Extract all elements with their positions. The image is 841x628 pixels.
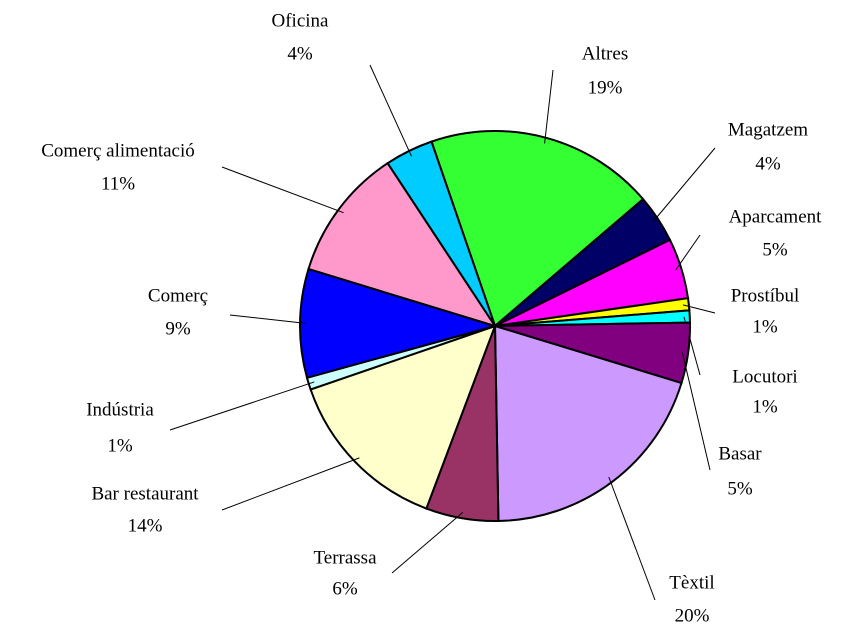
slice-value-label: 5% (762, 239, 788, 260)
pie-slice (430, 130, 645, 328)
slice-label: Prostíbul (731, 285, 800, 306)
leader-line (682, 304, 716, 314)
slice-value-label: 11% (101, 173, 135, 194)
slice-label: Comerç (148, 285, 208, 306)
slice-value-label: 4% (287, 43, 313, 64)
leader-line (675, 234, 701, 271)
leader-line (681, 352, 711, 471)
slice-label: Oficina (272, 10, 330, 31)
slice-value-label: 19% (588, 77, 623, 98)
slice-label: Tèxtil (669, 572, 714, 593)
leader-line (369, 64, 412, 157)
slice-label: Aparcament (729, 206, 823, 227)
slice-value-label: 4% (755, 153, 781, 174)
slice-label: Altres (582, 43, 628, 64)
leader-line (221, 457, 360, 511)
leader-line (544, 69, 554, 144)
leader-line (652, 147, 716, 223)
pie-slice (307, 161, 498, 328)
slice-value-label: 1% (752, 396, 778, 417)
slice-label: Locutori (732, 366, 797, 387)
slice-value-label: 6% (332, 578, 358, 599)
slice-label: Basar (718, 443, 762, 464)
pie-slice (493, 324, 683, 522)
slice-label: Indústria (86, 399, 154, 420)
leader-line (391, 512, 464, 574)
slice-value-label: 5% (727, 478, 753, 499)
slice-value-label: 20% (675, 605, 710, 626)
slice-label: Comerç alimentació (41, 140, 195, 161)
pie-slice (299, 267, 499, 380)
leader-line (229, 314, 306, 324)
leader-line (608, 476, 656, 601)
slice-label: Bar restaurant (91, 483, 199, 504)
leader-line (221, 166, 344, 214)
slice-value-label: 9% (165, 318, 191, 339)
slice-value-label: 1% (752, 316, 778, 337)
slice-value-label: 1% (107, 435, 133, 456)
leader-line (169, 381, 315, 431)
slice-label: Terrassa (313, 547, 377, 568)
pie-slice (309, 324, 497, 510)
slice-value-label: 14% (128, 515, 163, 536)
slice-label: Magatzem (728, 119, 808, 140)
